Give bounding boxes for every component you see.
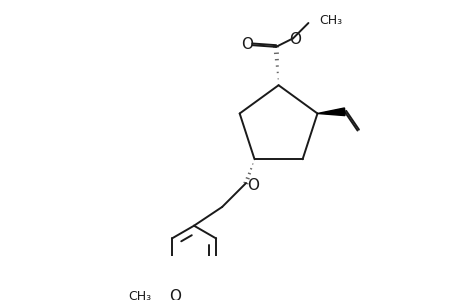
Text: O: O <box>246 178 258 193</box>
Text: O: O <box>289 32 301 47</box>
Polygon shape <box>317 108 344 116</box>
Text: CH₃: CH₃ <box>319 14 342 27</box>
Text: O: O <box>169 289 181 300</box>
Text: O: O <box>241 37 252 52</box>
Text: CH₃: CH₃ <box>128 290 151 300</box>
